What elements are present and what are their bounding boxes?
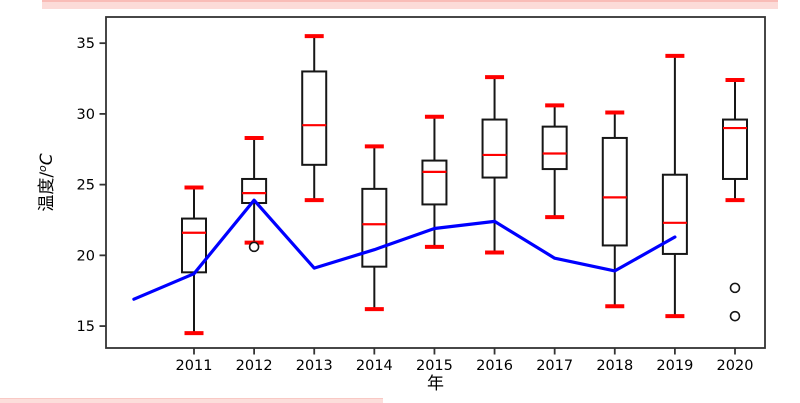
mean-line (132, 198, 677, 301)
top-highlight-bar (42, 0, 778, 9)
x-tick-label-2015: 2015 (416, 358, 453, 374)
iqr-box (481, 118, 508, 179)
x-tick-label-2013: 2013 (296, 358, 333, 374)
iqr-box (541, 125, 568, 171)
y-tick-label-20: 20 (77, 248, 95, 264)
iqr-box (721, 118, 748, 180)
box-2011 (181, 185, 207, 336)
box-2020 (721, 77, 748, 322)
x-tick-label-2019: 2019 (656, 358, 693, 374)
y-tick-label-35: 35 (77, 36, 95, 52)
iqr-box (301, 70, 328, 166)
plot-frame (105, 16, 766, 349)
outlier-point (248, 241, 260, 253)
box-2019 (661, 53, 688, 319)
x-tick-label-2011: 2011 (176, 358, 213, 374)
bottom-highlight-bar (0, 398, 383, 403)
x-tick-label-2012: 2012 (236, 358, 273, 374)
iqr-box (421, 159, 448, 206)
iqr-box (361, 187, 388, 268)
iqr-box (601, 136, 628, 247)
y-tick-label-15: 15 (77, 319, 95, 335)
y-tick-label-30: 30 (77, 107, 95, 123)
box-2013 (301, 34, 328, 203)
x-tick-label-2017: 2017 (536, 358, 573, 374)
x-tick-label-2016: 2016 (476, 358, 513, 374)
outlier-point (729, 282, 741, 294)
box-2014 (361, 144, 388, 312)
y-axis-label: 温度/oC (36, 153, 57, 211)
x-tick-label-2014: 2014 (356, 358, 393, 374)
x-tick-label-2020: 2020 (717, 358, 754, 374)
x-axis-label: 年 (427, 374, 444, 394)
x-tick-label-2018: 2018 (596, 358, 633, 374)
box-2015 (421, 114, 448, 249)
y-tick-label-25: 25 (77, 178, 95, 194)
box-2018 (601, 110, 628, 309)
box-2016 (481, 75, 508, 255)
box-2012 (241, 135, 268, 253)
outlier-point (729, 310, 741, 322)
box-2017 (541, 103, 568, 220)
